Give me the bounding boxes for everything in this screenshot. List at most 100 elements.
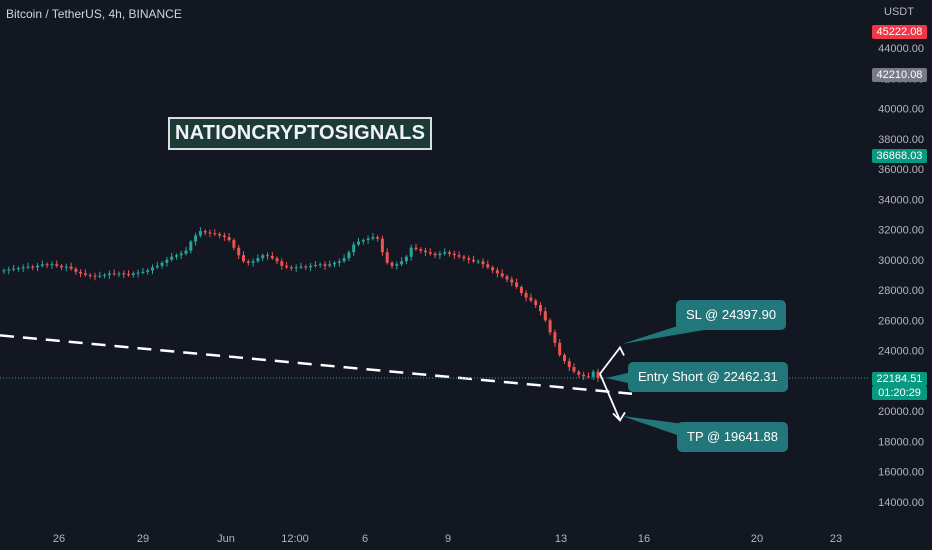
candle (175, 253, 178, 260)
candle (395, 261, 399, 270)
candle (242, 251, 245, 264)
candle (141, 267, 145, 275)
time-tick-label: 12:00 (281, 533, 309, 545)
candle (481, 258, 485, 269)
sl-arrow (599, 345, 625, 375)
candle (476, 259, 480, 265)
price-tick-label: 20000.00 (878, 406, 924, 418)
price-tick-label: 32000.00 (878, 225, 924, 237)
candle (155, 261, 159, 270)
time-tick-label: 6 (362, 533, 368, 545)
time-tick-label: Jun (217, 533, 235, 545)
trend-line[interactable] (0, 334, 633, 396)
candle (313, 261, 317, 268)
candle (275, 256, 279, 265)
candle (371, 233, 375, 241)
candle (299, 262, 303, 270)
candle (170, 252, 174, 262)
candle (577, 369, 581, 378)
candle (304, 264, 308, 271)
candle (428, 248, 432, 256)
candle (160, 261, 164, 269)
price-tick-label: 40000.00 (878, 104, 924, 116)
candle (2, 268, 6, 275)
candle (582, 371, 586, 381)
candle (424, 247, 427, 257)
watermark-banner: NATIONCRYPTOSIGNALS (168, 117, 433, 150)
price-tag-high: 45222.08 (872, 25, 927, 39)
candle (333, 261, 336, 268)
candle (246, 259, 250, 266)
candle (112, 269, 116, 276)
price-tick-label: 24000.00 (878, 346, 924, 358)
candle (83, 269, 87, 277)
time-tick-label: 29 (137, 533, 149, 545)
candle (98, 271, 102, 279)
price-tag-mid: 42210.08 (872, 68, 927, 82)
candle (127, 270, 130, 277)
countdown-timer: 01:20:29 (872, 386, 927, 400)
candle (457, 251, 461, 259)
candle (146, 268, 150, 275)
candle (443, 248, 447, 256)
candle (131, 271, 135, 278)
symbol-title[interactable]: Bitcoin / TetherUS, 4h, BINANCE (6, 7, 182, 21)
candle (534, 298, 538, 308)
sl-callout[interactable]: SL @ 24397.90 (676, 300, 787, 330)
candle (524, 290, 528, 302)
candle (151, 264, 154, 275)
price-tick-label: 26000.00 (878, 315, 924, 327)
candle (438, 250, 442, 260)
candle (361, 238, 365, 245)
candle (510, 276, 514, 287)
candle (222, 232, 226, 241)
candle (419, 247, 423, 254)
price-tick-label: 14000.00 (878, 497, 924, 509)
candle (270, 252, 274, 261)
time-tick-label: 16 (638, 533, 650, 545)
candle (7, 266, 11, 275)
candle (136, 269, 140, 278)
candle (289, 265, 293, 271)
candle (237, 244, 241, 260)
candle (347, 250, 351, 262)
price-tick-label: 16000.00 (878, 467, 924, 479)
candle (194, 232, 198, 246)
candle (462, 254, 466, 262)
candle (198, 227, 202, 238)
candle (64, 263, 68, 272)
candle (285, 261, 289, 270)
candle (472, 255, 475, 264)
candle (596, 368, 600, 382)
candle (227, 233, 231, 242)
candle (122, 270, 126, 279)
candle (251, 258, 255, 267)
candle (93, 272, 97, 281)
candle (357, 237, 360, 247)
candle (352, 241, 356, 257)
entry-callout[interactable]: Entry Short @ 22462.31 (628, 362, 788, 392)
candle (563, 353, 566, 364)
candle (261, 253, 265, 262)
candle (208, 229, 212, 238)
candle (567, 358, 571, 372)
candle (184, 246, 188, 256)
candle (591, 369, 595, 380)
candle (179, 250, 183, 260)
candle (36, 262, 39, 272)
tp-callout[interactable]: TP @ 19641.88 (677, 422, 789, 452)
candle (266, 252, 269, 260)
candle (103, 273, 107, 279)
candle (515, 278, 519, 289)
candle (529, 293, 533, 303)
price-tick-label: 38000.00 (878, 134, 924, 146)
candle (505, 274, 509, 283)
candle (280, 258, 284, 270)
candle (500, 269, 504, 279)
price-axis-labels: 44000.0042000.0040000.0038000.0036000.00… (878, 43, 924, 509)
candle (376, 235, 380, 242)
candle-series (2, 227, 600, 382)
candle (495, 267, 499, 278)
candle (203, 229, 207, 236)
